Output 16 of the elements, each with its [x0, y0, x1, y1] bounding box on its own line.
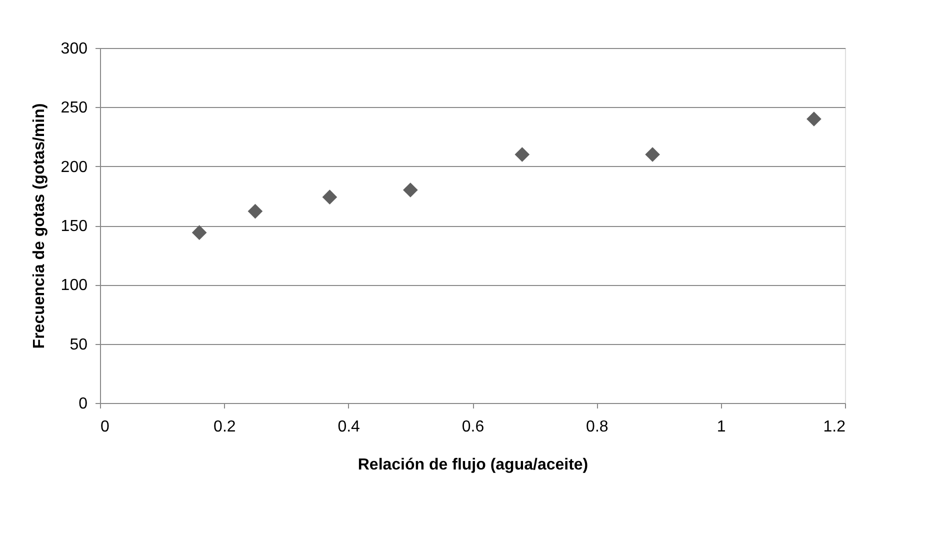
y-tick-label: 0 [78, 396, 88, 412]
x-tick-label: 0 [100, 418, 110, 436]
x-tick-label: 0.8 [586, 418, 608, 436]
x-tick-label: 1.2 [823, 418, 846, 436]
y-tick-label: 150 [60, 218, 88, 235]
y-tick-label: 100 [60, 277, 88, 294]
y-axis-title: Frecuencia de gotas (gotas/min) [30, 103, 48, 349]
y-tick-label: 50 [70, 336, 88, 354]
y-tick-label: 200 [60, 158, 88, 176]
y-tick-label: 250 [60, 100, 88, 117]
x-tick-label: 0.2 [214, 418, 236, 436]
x-axis-title: Relación de flujo (agua/aceite) [358, 456, 588, 474]
x-tick-label: 1 [716, 418, 726, 436]
y-tick-label: 300 [60, 40, 88, 58]
x-tick-label: 0.4 [338, 418, 360, 436]
x-tick-label: 0.6 [462, 418, 484, 436]
